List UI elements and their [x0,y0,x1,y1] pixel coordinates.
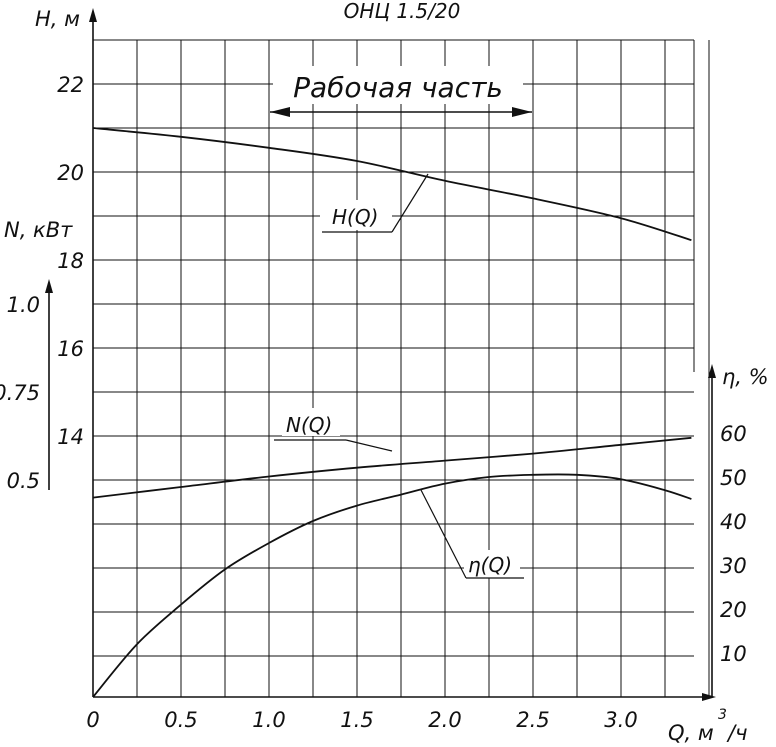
h-tick-label: 16 [57,337,84,361]
eta-curve-name: η(Q) [468,553,512,577]
q-tick-label: 2.5 [516,708,549,732]
working-range-arrow-right [512,107,532,117]
eta-tick-label: 20 [720,598,747,622]
eta-axis-arrow [708,364,716,378]
working-range: Рабочая часть [270,66,532,117]
h-curve-label: H(Q) [320,173,429,233]
chart-title: ОНЦ 1.5/20 [344,0,461,23]
eta-tick-label: 40 [720,510,747,534]
h-axis-arrow [89,8,97,22]
h-tick-label: 18 [57,249,84,273]
q-tick-label: 0.5 [164,708,197,732]
n-curve-name: N(Q) [286,413,332,437]
n-tick-label: 1.0 [7,293,40,317]
h-curve-label-bg [320,200,392,230]
q-axis-label-tail: /ч [726,721,747,745]
q-tick-label: 2.0 [428,708,461,732]
h-curve-name: H(Q) [332,205,378,229]
eta-tick-label: 10 [720,642,747,666]
eta-tick-label: 30 [720,554,747,578]
h-tick-label: 20 [57,161,84,185]
n-tick-label: 0.75 [0,381,40,405]
n-tick-label: 0.5 [7,469,40,493]
curves [92,127,692,698]
eta-tick-label: 60 [720,422,747,446]
q-axis-label-main: Q, м [668,721,714,745]
h-curve-leader-2 [391,173,429,233]
h-curve [92,127,692,242]
q-axis-arrow [702,693,716,701]
n-curve-label-bg [282,408,340,436]
eta-tick-label: 50 [720,466,747,490]
tick-labels: 0 0.5 1.0 1.5 2.0 2.5 3.0 14 16 18 20 22 0.5 0.75 1.0 1… [0,73,747,732]
working-range-label-bg [273,66,523,104]
working-range-arrow-left [270,107,290,117]
eta-curve-leader-2 [420,489,467,579]
eta-curve [92,473,692,698]
h-tick-label: 22 [57,73,84,97]
q-axis-label-sup: 3 [718,707,727,723]
q-tick-label: 1.0 [252,708,285,732]
n-curve [92,436,692,499]
q-axis-label: Q, м 3 /ч [668,707,747,745]
n-curve-leader-2 [345,439,393,452]
q-tick-label: 0 [86,708,99,732]
q-tick-label: 3.0 [604,708,637,732]
q-tick-label: 1.5 [340,708,373,732]
chart-grid [93,39,710,697]
n-axis-label: N, кВт [4,218,73,242]
eta-curve-label-bg [464,550,520,578]
h-axis-label: Н, м [35,7,80,31]
h-tick-label: 14 [57,425,84,449]
n-curve-label: N(Q) [274,408,393,452]
eta-curve-label: η(Q) [420,489,524,579]
n-axis-arrow [45,279,53,293]
eta-axis-label: η, % [722,365,769,389]
working-range-label: Рабочая часть [293,71,503,104]
